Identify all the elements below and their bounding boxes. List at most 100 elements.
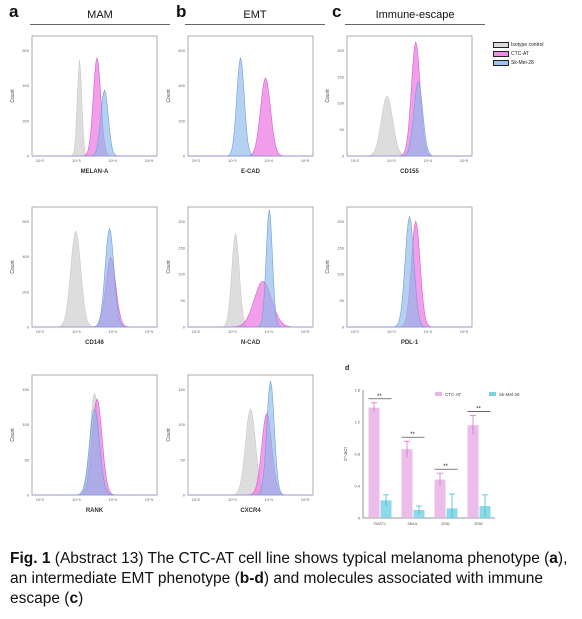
bar-legend-label: Sk-Mel-28 [499,392,520,397]
histogram-x-tick: 10^5 [145,158,154,163]
bar-chart-y-label: 2^-ΔCt [343,446,348,460]
histogram-y-tick: 100 [337,101,344,106]
histogram-y-tick: 200 [337,48,344,53]
histogram-y-tick: 200 [337,219,344,224]
histogram-y-tick: 0 [183,325,186,330]
legend-label-ctc-at: CTC-AT [511,50,529,57]
column-title-immune-escape: Immune-escape [375,9,455,21]
histogram-rank: 0 50 100 150 10^2 10^3 10^4 10^5 RANK Count [10,374,158,514]
histogram-y-tick: 150 [178,387,185,392]
histogram-n-cad: 0 50 100 150 200 10^2 10^3 10^4 10^5 N-CAD Count [166,206,314,346]
histogram-y-tick: 0 [27,154,30,159]
histogram-y-label: Count [325,260,331,274]
sk-mel-28-curve [188,209,313,328]
histogram-x-tick: 10^4 [423,329,432,334]
histogram-x-tick: 10^5 [301,497,310,502]
histogram-y-label: Count [166,428,172,442]
histogram-y-tick: 0 [183,154,186,159]
histogram-y-label: Count [10,428,16,442]
histogram-x-tick: 10^4 [264,158,273,163]
panel-letter-b: b [176,2,187,21]
histogram-y-label: Count [10,89,16,103]
histogram-y-label: Count [166,89,172,103]
histogram-y-tick: 50 [340,298,345,303]
histogram-y-tick: 50 [25,457,30,462]
bar-zeb2-ctc-at [467,425,479,518]
histogram-x-tick: 10^3 [72,158,81,163]
bar-legend-swatch [435,392,442,396]
histogram-y-tick: 200 [22,289,29,294]
significance-label: ** [476,407,481,413]
histogram-x-tick: 10^2 [192,497,201,502]
legend-row-ctc-at: CTC-AT [493,49,544,58]
histogram-x-tick: 10^4 [264,329,273,334]
histogram-y-tick: 50 [181,457,186,462]
histogram-x-tick: 10^2 [36,158,45,163]
histogram-y-tick: 100 [178,422,185,427]
histogram-legend: Isotype control CTC-AT Sk-Mel-28 [493,40,544,67]
histogram-x-tick: 10^3 [72,497,81,502]
histogram-x-tick: 10^2 [192,329,201,334]
significance-label: ** [410,432,415,438]
histogram-y-tick: 150 [22,387,29,392]
histogram-x-tick: 10^2 [192,158,201,163]
caption-ref-a: a [549,550,558,567]
bar-chart-panel-label: d [345,365,349,372]
histogram-cxcr4: 0 50 100 150 10^2 10^3 10^4 10^5 CXCR4 Count [166,374,314,514]
column-rule-immune-escape [345,24,485,25]
histogram-x-tick: 10^3 [387,329,396,334]
bar-zeb1-ctc-at [434,479,446,518]
panel-letter-c: c [332,2,342,21]
histogram-e-cad: 0 200 400 600 10^2 10^3 10^4 10^5 E-CAD Count [166,35,314,175]
caption-fig-label: Fig. 1 [10,550,51,567]
panel-letter-a: a [9,2,19,21]
histogram-x-tick: 10^2 [351,329,360,334]
histogram-x-tick: 10^3 [228,329,237,334]
bar-chart-category-label: ZEB2 [474,522,483,526]
histogram-x-tick: 10^2 [36,497,45,502]
histogram-y-tick: 400 [22,254,29,259]
column-rule-mam [30,24,170,25]
column-title-emt: EMT [243,9,267,21]
figure-caption: Fig. 1 (Abstract 13) The CTC-AT cell lin… [10,549,580,609]
legend-swatch-ctc-at [493,50,509,57]
histogram-y-label: Count [325,89,331,103]
histogram-y-tick: 100 [22,422,29,427]
histogram-y-tick: 400 [22,83,29,88]
legend-swatch-isotype [493,41,509,48]
caption-text-2: ), an intermediate EMT phenotype ( [10,550,568,587]
bar-twist1-ctc-at [368,407,380,518]
histogram-y-tick: 600 [178,48,185,53]
bar-snai1-ctc-at [401,449,413,518]
histogram-x-label: RANK [86,508,104,514]
bar-chart-category-label: TWIST1 [373,522,386,526]
legend-row-isotype: Isotype control [493,40,544,49]
histogram-y-label: Count [166,260,172,274]
histogram-x-label: MELAN-A [81,169,109,175]
histogram-x-tick: 10^3 [72,329,81,334]
histogram-x-tick: 10^2 [351,158,360,163]
histogram-y-tick: 50 [181,298,186,303]
histogram-x-tick: 10^5 [145,329,154,334]
histogram-x-tick: 10^4 [108,329,117,334]
histogram-y-tick: 100 [337,272,344,277]
histogram-frame [31,206,158,328]
histogram-x-tick: 10^3 [228,497,237,502]
sk-mel-28-curve [347,215,472,328]
significance-label: ** [443,464,448,470]
sk-mel-28-curve [347,80,472,157]
histogram-y-tick: 200 [22,118,29,123]
significance-label: ** [377,394,382,400]
histogram-y-tick: 50 [340,127,345,132]
histogram-x-label: N-CAD [241,340,261,346]
histogram-y-tick: 150 [337,74,344,79]
histogram-y-tick: 0 [27,325,30,330]
histogram-y-tick: 200 [178,118,185,123]
bar-chart-y-tick: 0 [358,516,361,521]
sk-mel-28-curve [32,407,157,496]
caption-ref-c: c [69,590,79,607]
histogram-x-tick: 10^3 [387,158,396,163]
histogram-y-tick: 150 [337,245,344,250]
histogram-y-tick: 200 [178,219,185,224]
histogram-x-label: CD155 [400,169,419,175]
